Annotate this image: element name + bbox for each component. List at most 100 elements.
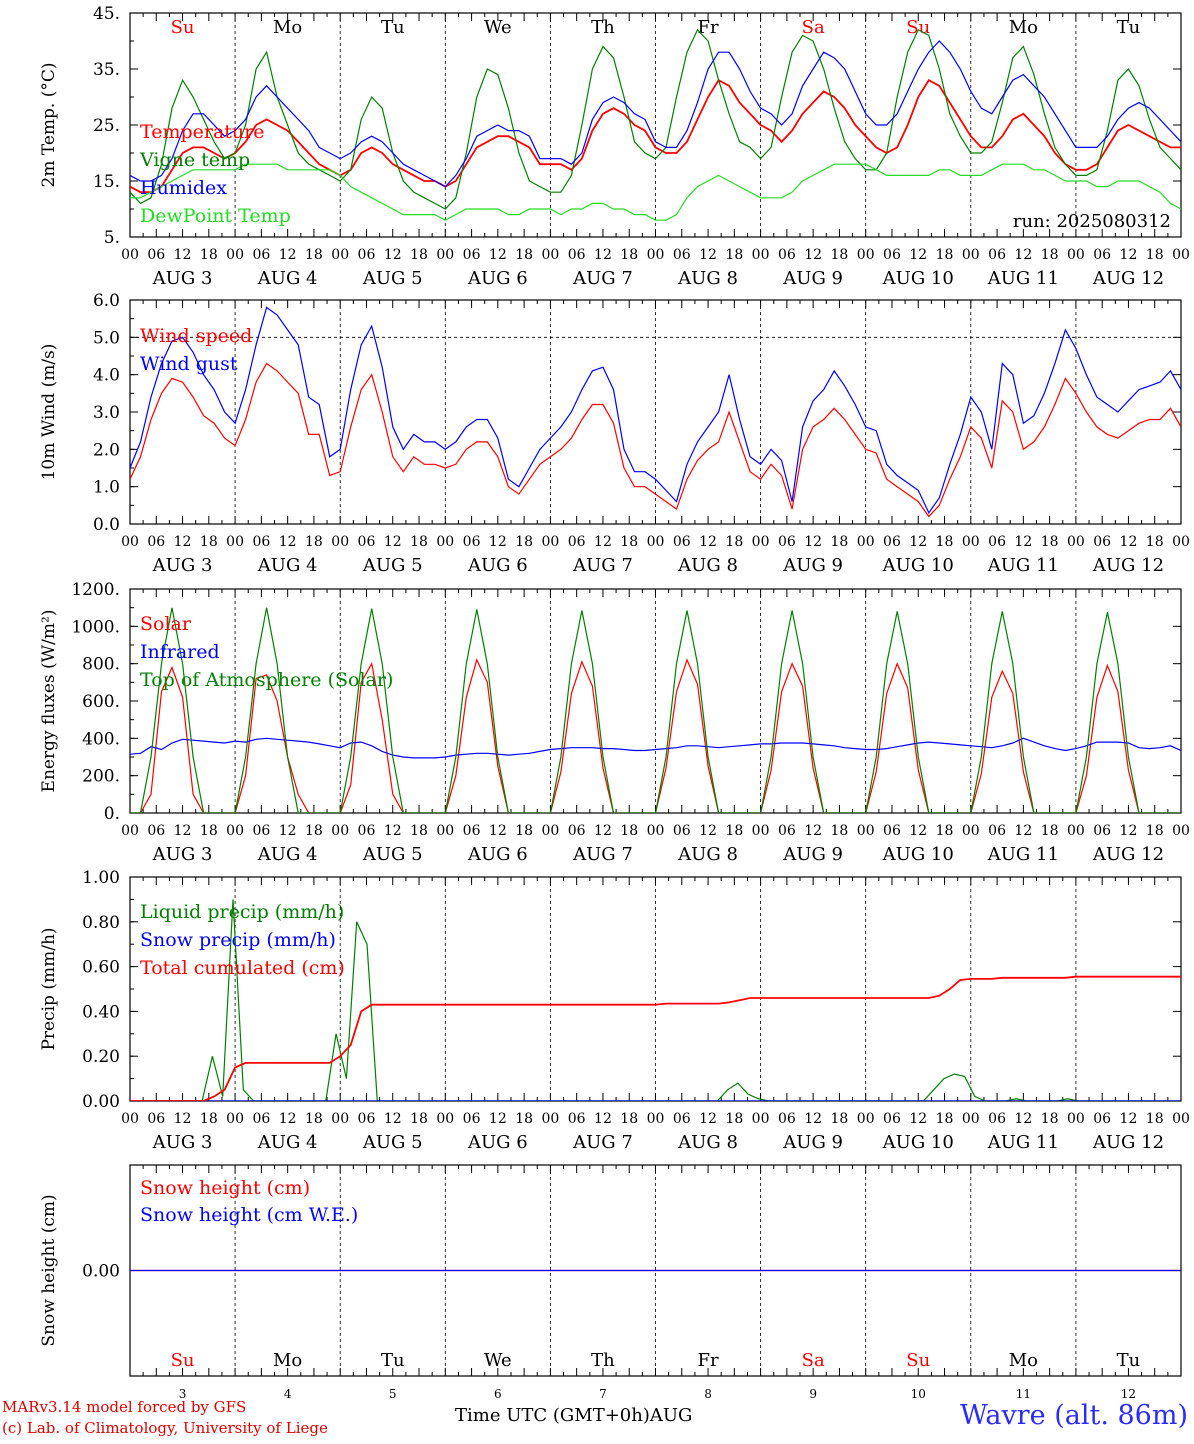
- panel-2: 6.0 5.0 4.0 3.0 2.0 1.0 0.0 10m Wind (m/s) 00 06 1…: [39, 291, 1190, 576]
- x-day-label: AUG 7: [572, 268, 633, 289]
- x-hour-label: 00: [647, 534, 665, 550]
- legend-entry: Top of Atmosphere (Solar): [140, 669, 393, 691]
- x-day-label: AUG 5: [362, 1132, 423, 1153]
- legend-entry: Solar: [140, 613, 192, 635]
- x-hour-label: 18: [305, 247, 323, 263]
- x-hour-label: 18: [515, 1111, 533, 1127]
- legend-entry: Snow height (cm): [140, 1177, 310, 1199]
- x-hour-label: 00: [857, 247, 875, 263]
- x-date-label: 3: [179, 1387, 187, 1401]
- x-hour-label: 00: [962, 247, 980, 263]
- x-hour-label: 12: [1120, 823, 1138, 839]
- x-hour-label: 12: [1120, 247, 1138, 263]
- x-hour-label: 00: [962, 1111, 980, 1127]
- x-hour-label: 06: [673, 247, 691, 263]
- x-hour-label: 18: [305, 534, 323, 550]
- x-hour-label: 06: [988, 1111, 1006, 1127]
- series-line: [130, 607, 1181, 813]
- x-hour-label: 12: [594, 247, 612, 263]
- x-hour-label: 18: [620, 247, 638, 263]
- x-hour-label: 06: [463, 534, 481, 550]
- y-tick-label: 15.: [93, 172, 120, 192]
- x-hour-label: 18: [410, 247, 428, 263]
- y-tick-label: 600.: [82, 692, 120, 712]
- series-line: [130, 737, 1181, 759]
- y-tick-label: 5.: [104, 228, 120, 248]
- x-hour-label: 12: [909, 534, 927, 550]
- legend-entry: Total cumulated (cm): [140, 957, 345, 979]
- x-hour-label: 00: [1172, 1111, 1190, 1127]
- x-date-label: 4: [284, 1387, 292, 1401]
- x-day-label: AUG 11: [987, 844, 1059, 865]
- x-day-label: AUG 4: [257, 844, 318, 865]
- x-hour-label: 18: [1041, 534, 1059, 550]
- x-hour-label: 00: [121, 534, 139, 550]
- x-hour-label: 18: [200, 534, 218, 550]
- day-of-week-label: We: [484, 1350, 512, 1371]
- x-hour-label: 00: [541, 247, 559, 263]
- x-day-label: AUG 4: [257, 1132, 318, 1153]
- y-tick-label: 0.60: [82, 958, 120, 978]
- y-tick-label: 800.: [82, 655, 120, 675]
- x-day-label: AUG 7: [572, 1132, 633, 1153]
- x-day-label: AUG 8: [677, 1132, 738, 1153]
- series-line: [130, 658, 1181, 813]
- x-hour-label: 12: [279, 534, 297, 550]
- x-hour-label: 06: [673, 823, 691, 839]
- x-hour-label: 06: [358, 823, 376, 839]
- x-hour-label: 18: [1041, 247, 1059, 263]
- x-day-label: AUG 12: [1092, 268, 1164, 289]
- x-hour-label: 18: [305, 1111, 323, 1127]
- y-tick-label: 3.0: [93, 403, 120, 423]
- day-of-week-label: Mo: [273, 17, 302, 38]
- x-hour-label: 18: [831, 1111, 849, 1127]
- x-hour-label: 06: [147, 247, 165, 263]
- x-hour-label: 06: [252, 534, 270, 550]
- x-hour-label: 18: [1146, 1111, 1164, 1127]
- x-hour-label: 18: [936, 247, 954, 263]
- x-hour-label: 06: [778, 247, 796, 263]
- x-hour-label: 06: [358, 1111, 376, 1127]
- x-hour-label: 06: [1093, 823, 1111, 839]
- legend-entry: Humidex: [140, 177, 227, 199]
- x-hour-label: 00: [331, 534, 349, 550]
- x-hour-label: 06: [252, 823, 270, 839]
- x-hour-label: 18: [831, 534, 849, 550]
- y-tick-label: 0.0: [93, 515, 120, 535]
- x-hour-label: 06: [463, 1111, 481, 1127]
- x-hour-label: 18: [515, 534, 533, 550]
- x-day-label: AUG 10: [882, 268, 954, 289]
- y-tick-label: 0.00: [82, 1092, 120, 1112]
- x-hour-label: 12: [804, 1111, 822, 1127]
- day-of-week-label: Sa: [802, 17, 825, 38]
- x-hour-label: 12: [699, 1111, 717, 1127]
- x-day-label: AUG 4: [257, 268, 318, 289]
- x-hour-label: 12: [279, 1111, 297, 1127]
- day-of-week-label: Tu: [1117, 17, 1141, 38]
- station-label: Wavre (alt. 86m): [960, 1400, 1188, 1431]
- x-axis-title-text: Time UTC (GMT+0h): [455, 1405, 650, 1426]
- x-day-label: AUG 3: [152, 844, 213, 865]
- x-day-label: AUG 4: [257, 555, 318, 576]
- legend-entry: DewPoint Temp: [140, 205, 291, 227]
- x-hour-label: 12: [384, 247, 402, 263]
- x-hour-label: 06: [778, 534, 796, 550]
- y-tick-label: 0.00: [82, 1262, 120, 1282]
- x-hour-label: 12: [804, 823, 822, 839]
- legend-entry: Snow height (cm W.E.): [140, 1204, 358, 1226]
- x-hour-label: 00: [1172, 247, 1190, 263]
- x-hour-label: 18: [620, 1111, 638, 1127]
- x-hour-label: 00: [857, 1111, 875, 1127]
- x-hour-label: 18: [831, 247, 849, 263]
- x-hour-label: 00: [962, 534, 980, 550]
- y-tick-label: 0.80: [82, 913, 120, 933]
- x-hour-label: 00: [226, 534, 244, 550]
- x-day-label: AUG 5: [362, 268, 423, 289]
- x-hour-label: 00: [541, 823, 559, 839]
- series-line: [130, 975, 1181, 1101]
- x-hour-label: 00: [1067, 1111, 1085, 1127]
- day-of-week-label: Su: [171, 17, 195, 38]
- x-date-label: 8: [704, 1387, 712, 1401]
- x-day-label: AUG 8: [677, 555, 738, 576]
- x-hour-label: 06: [1093, 534, 1111, 550]
